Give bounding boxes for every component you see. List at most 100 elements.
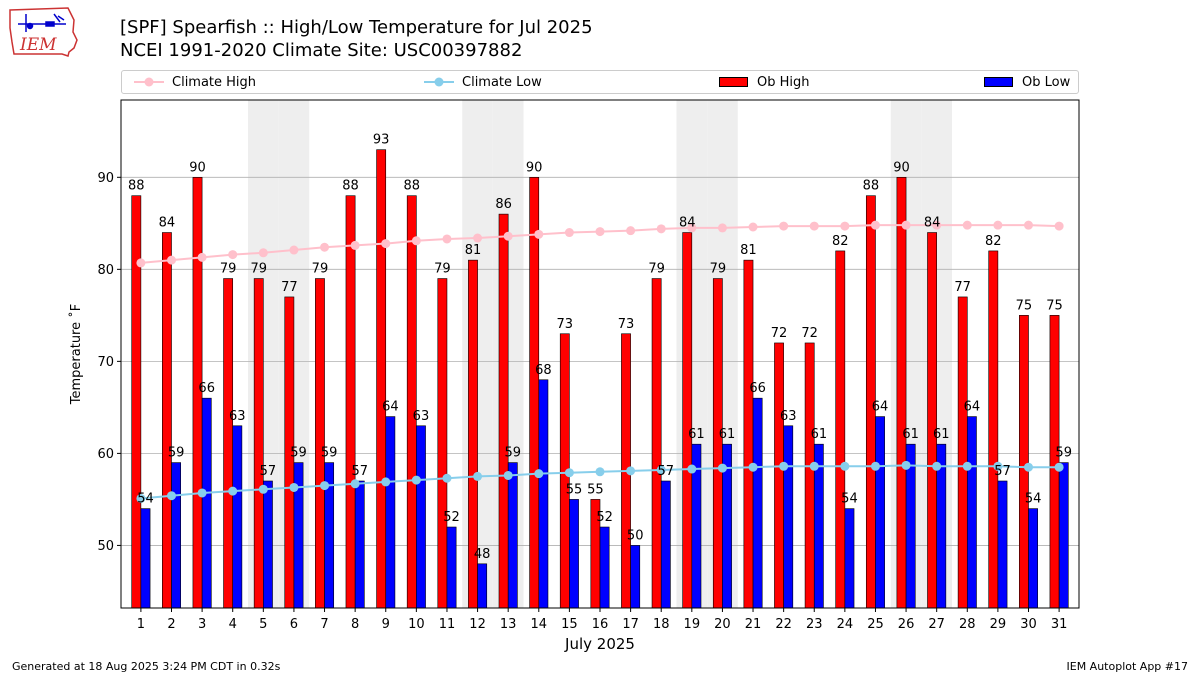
legend-item-ob-low: Ob Low [984, 71, 1070, 93]
ob-high-value-label-day-23: 72 [801, 326, 818, 341]
ob-low-bar-day-8 [354, 480, 365, 609]
logo-text: IEM [19, 35, 57, 55]
x-tick-label-13: 13 [500, 617, 517, 632]
ob-low-bar-day-2 [171, 462, 181, 609]
ob-low-bar-day-9 [385, 416, 396, 609]
ob-low-bar-day-12 [477, 563, 488, 609]
ob-low-bar-day-30 [1028, 508, 1038, 609]
climate-low-point-day-7 [320, 481, 330, 491]
x-tick-label-22: 22 [775, 617, 792, 632]
x-axis-label: July 2025 [564, 635, 635, 653]
ob-low-value-label-day-3: 66 [198, 381, 215, 396]
ob-low-bar-day-16 [599, 526, 610, 609]
ob-low-value-label-day-9: 64 [382, 400, 399, 415]
x-tick-label-10: 10 [408, 617, 425, 632]
ob-low-value-label-day-22: 63 [780, 409, 797, 424]
iem-logo: IEM [8, 6, 80, 62]
ob-low-value-label-day-4: 63 [229, 409, 246, 424]
ob-high-bar-day-24 [835, 250, 846, 609]
x-tick-label-20: 20 [714, 617, 731, 632]
ob-high-value-label-day-22: 72 [771, 326, 788, 341]
ob-high-value-label-day-31: 75 [1046, 298, 1063, 313]
climate-high-point-day-1 [136, 258, 146, 268]
ob-low-bar-day-31 [1058, 462, 1069, 609]
climate-high-point-day-26 [901, 220, 911, 230]
ob-low-value-label-day-12: 48 [474, 547, 491, 562]
ob-low-value-label-day-24: 54 [841, 492, 858, 507]
climate-low-point-day-16 [595, 467, 605, 477]
legend: Climate High Climate Low Ob High Ob Low [121, 70, 1079, 94]
climate-high-point-day-27 [932, 220, 942, 230]
ob-low-value-label-day-16: 52 [596, 510, 613, 525]
climate-high-point-day-15 [564, 228, 574, 238]
legend-ob-low-swatch-icon [984, 77, 1013, 87]
climate-high-point-day-13 [503, 231, 513, 241]
ob-low-bar-day-4 [232, 425, 243, 609]
legend-label-climate-high: Climate High [172, 74, 257, 90]
x-tick-label-11: 11 [439, 617, 456, 632]
ob-high-value-label-day-2: 84 [159, 216, 176, 231]
chart-subtitle: NCEI 1991-2020 Climate Site: USC00397882 [120, 40, 523, 61]
chart-title: [SPF] Spearfish :: High/Low Temperature … [120, 17, 593, 38]
ob-low-value-label-day-19: 61 [688, 427, 705, 442]
ob-low-bar-day-21 [752, 397, 763, 609]
ob-low-value-label-day-6: 59 [290, 446, 307, 461]
climate-high-point-day-22 [779, 221, 789, 231]
ob-high-value-label-day-7: 79 [312, 262, 329, 277]
climate-low-point-day-13 [503, 470, 513, 480]
climate-high-point-day-6 [289, 245, 299, 255]
climate-low-point-day-8 [350, 479, 360, 489]
footer-app-text: IEM Autoplot App #17 [1066, 660, 1189, 673]
climate-high-point-day-16 [595, 227, 605, 237]
ob-high-bar-day-29 [988, 250, 999, 609]
ob-low-bar-day-13 [507, 462, 518, 609]
ob-high-value-label-day-25: 88 [863, 179, 880, 194]
climate-low-point-day-9 [381, 477, 391, 487]
ob-high-bar-day-30 [1019, 315, 1029, 609]
climate-high-point-day-4 [228, 250, 238, 260]
ob-low-bar-day-5 [263, 480, 273, 609]
ob-low-value-label-day-23: 61 [811, 427, 828, 442]
ob-high-value-label-day-10: 88 [403, 179, 420, 194]
ob-high-value-label-day-14: 90 [526, 160, 543, 175]
ob-low-value-label-day-10: 63 [413, 409, 430, 424]
climate-low-point-day-23 [809, 461, 819, 471]
ob-low-value-label-day-1: 54 [137, 492, 154, 507]
ob-high-bar-day-23 [804, 342, 815, 609]
x-tick-label-2: 2 [167, 617, 175, 632]
x-tick-label-6: 6 [290, 617, 298, 632]
x-tick-label-23: 23 [806, 617, 823, 632]
y-tick-label-90: 90 [97, 171, 114, 186]
climate-low-point-day-25 [870, 461, 880, 471]
climate-low-point-day-10 [411, 475, 421, 485]
climate-low-point-day-5 [258, 484, 268, 494]
ob-high-value-label-day-19: 84 [679, 216, 696, 231]
ob-high-value-label-day-1: 88 [128, 179, 145, 194]
x-tick-label-27: 27 [928, 617, 945, 632]
ob-low-bar-day-28 [966, 416, 977, 609]
ob-low-value-label-day-20: 61 [719, 427, 736, 442]
ob-high-bar-day-31 [1049, 315, 1060, 609]
ob-low-value-label-day-14: 68 [535, 363, 552, 378]
ob-low-value-label-day-11: 52 [443, 510, 460, 525]
ob-high-value-label-day-8: 88 [342, 179, 359, 194]
ob-high-bar-day-14 [529, 177, 540, 609]
ob-high-bar-day-26 [896, 177, 907, 609]
climate-low-point-day-3 [197, 488, 207, 498]
x-tick-label-29: 29 [990, 617, 1007, 632]
x-tick-label-7: 7 [320, 617, 328, 632]
ob-low-value-label-day-7: 59 [321, 446, 338, 461]
ob-high-value-label-day-3: 90 [189, 160, 206, 175]
x-tick-label-12: 12 [469, 617, 486, 632]
climate-low-point-day-6 [289, 482, 299, 492]
climate-high-point-day-10 [411, 236, 421, 246]
ob-high-value-label-day-21: 81 [740, 243, 757, 258]
ob-low-value-label-day-29: 57 [994, 464, 1011, 479]
ob-high-bar-day-28 [957, 296, 968, 609]
legend-label-climate-low: Climate Low [462, 74, 542, 90]
ob-low-bar-day-11 [446, 526, 457, 609]
ob-high-bar-day-13 [498, 213, 509, 609]
ob-low-value-label-day-15: 55 [566, 482, 583, 497]
legend-climate-low-marker-icon [424, 77, 454, 87]
climate-high-point-day-9 [381, 239, 391, 249]
